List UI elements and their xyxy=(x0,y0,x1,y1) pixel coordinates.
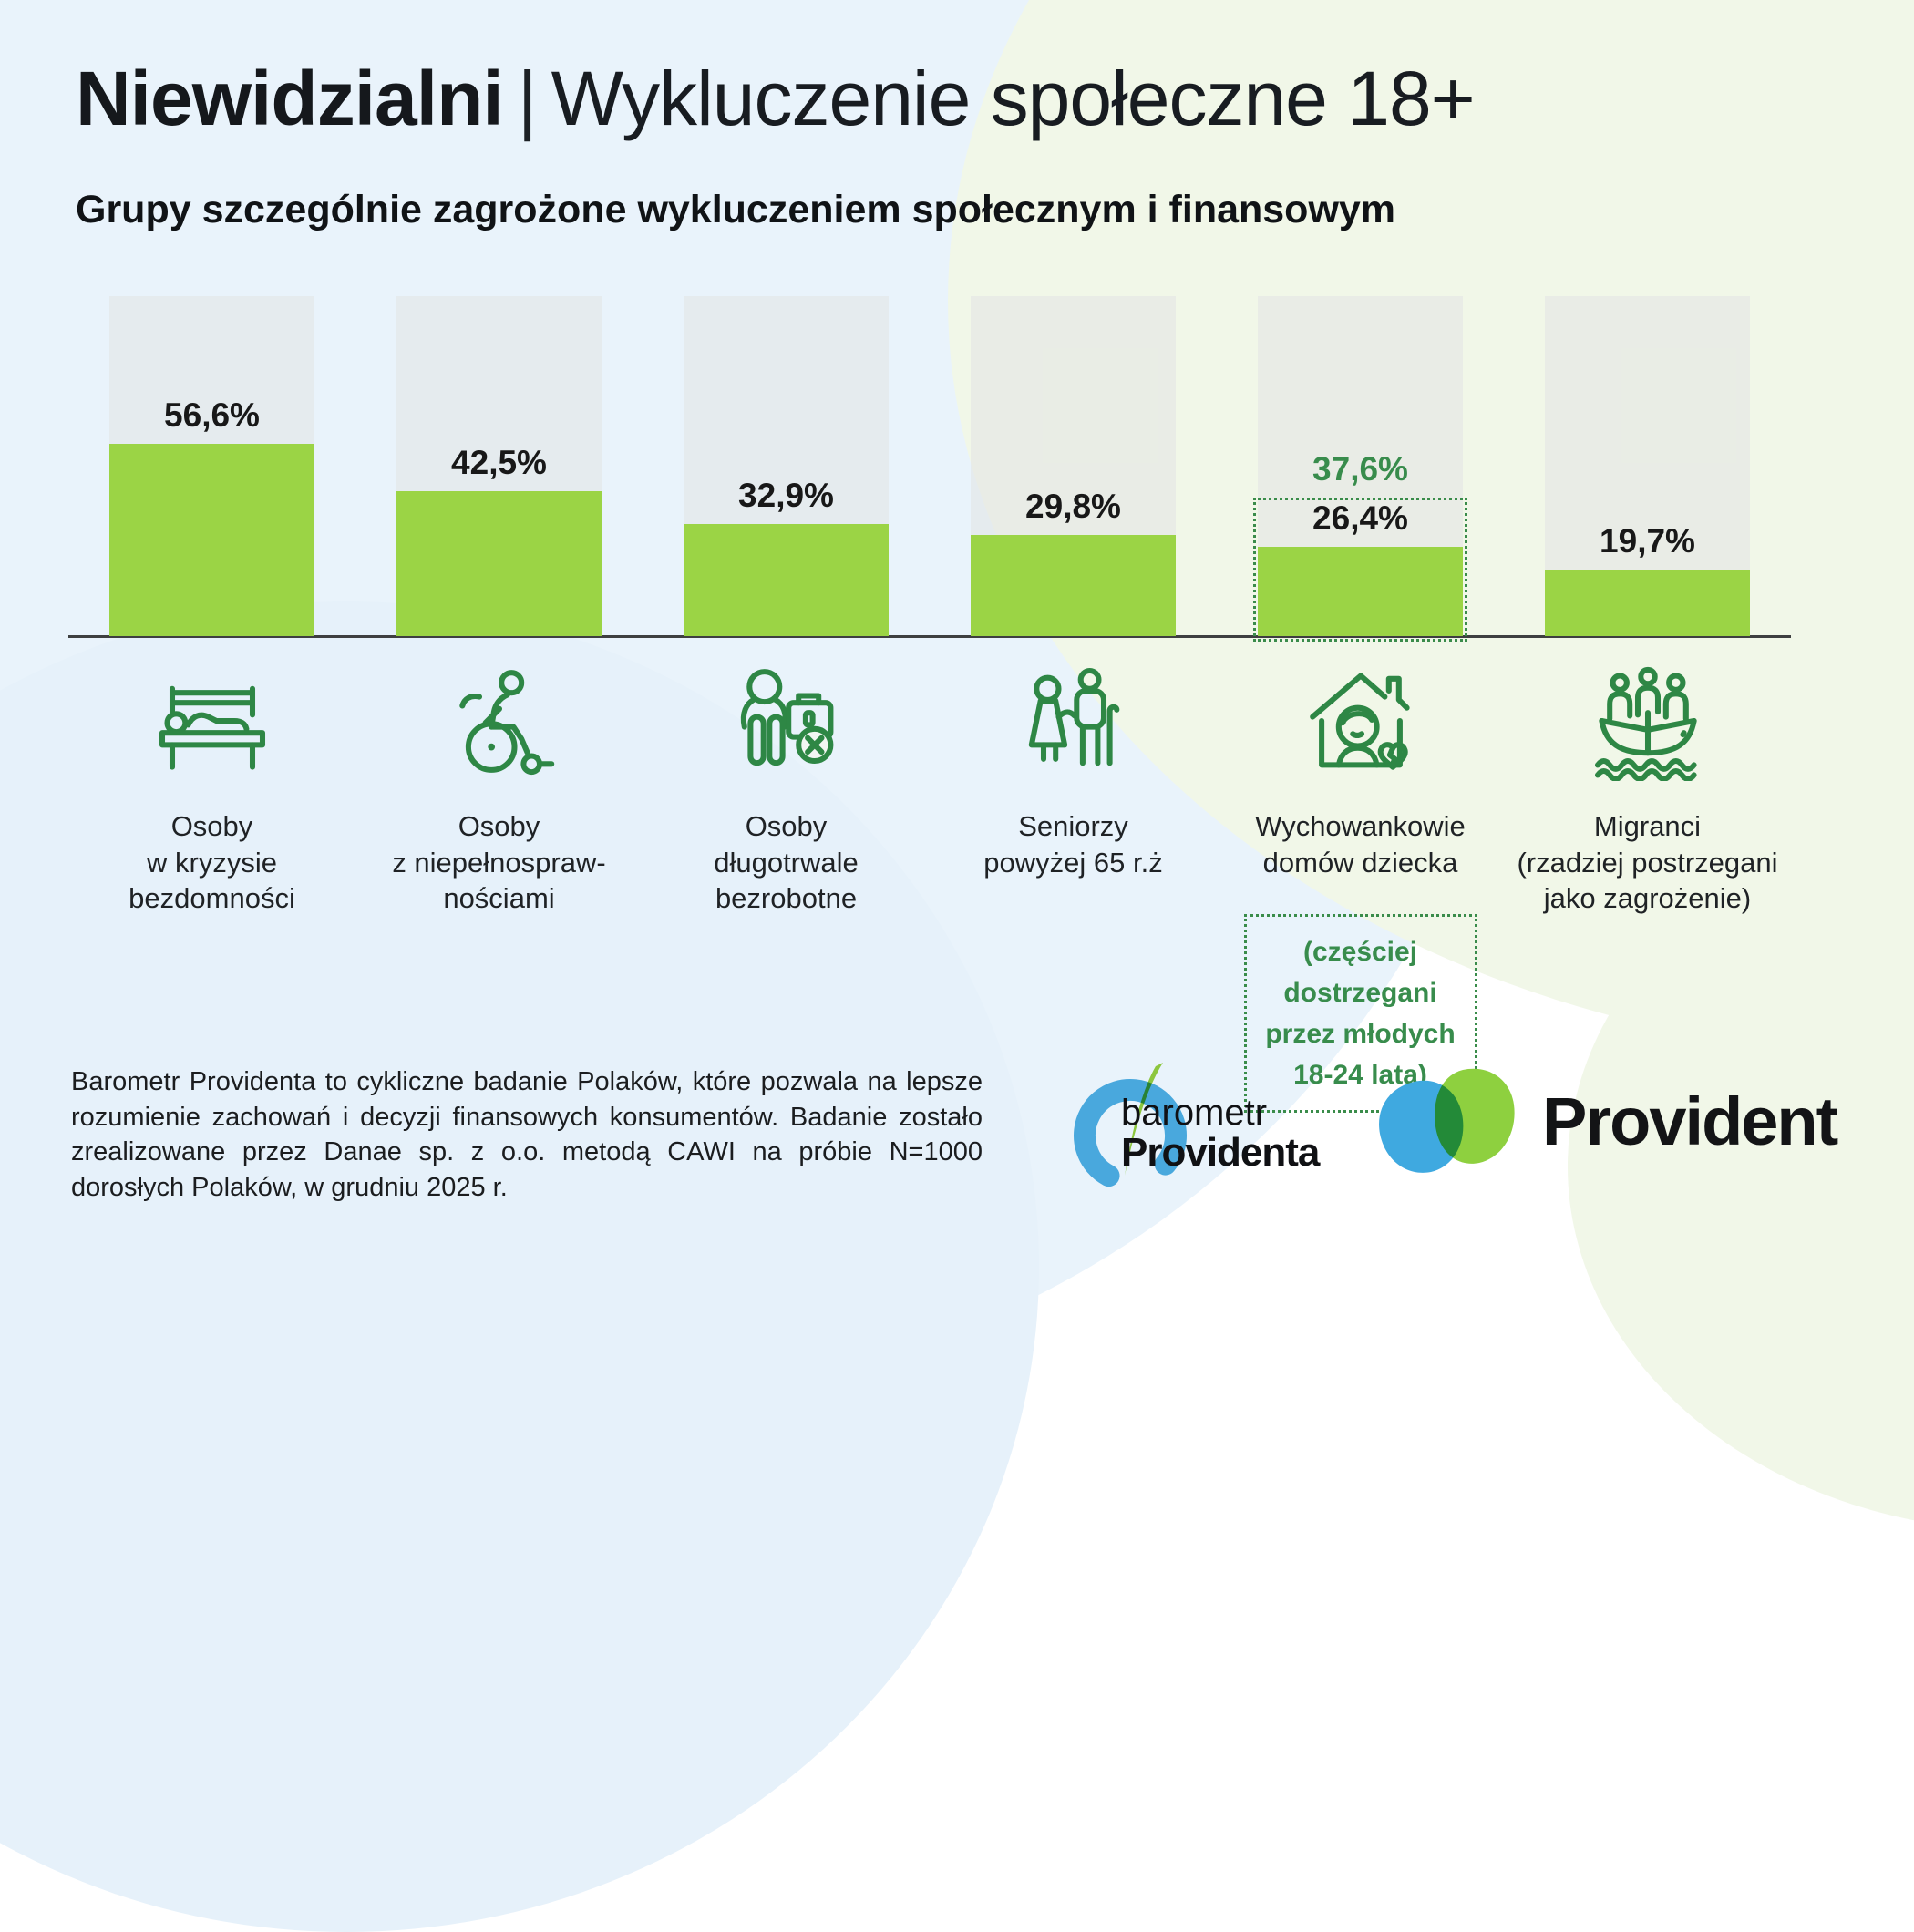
seniors-icon xyxy=(1028,667,1119,766)
category-label: Osoby z niepełnospraw- nościami xyxy=(335,808,664,917)
childrens-home-icon xyxy=(1309,673,1410,770)
bar-value-label: 56,6% xyxy=(164,396,260,434)
annotation-note-line: przez młodych xyxy=(1265,1019,1456,1049)
annotation-note: (częściej dostrzegani przez młodych 18-2… xyxy=(1243,914,1477,1113)
bar-disabilities xyxy=(396,491,602,636)
category-label: Osoby długotrwale bezrobotne xyxy=(623,808,951,917)
chart-column-disabilities: 42,5% Osoby z niepełnospraw- nościami xyxy=(392,296,606,914)
provident-blobs-icon xyxy=(1379,1068,1515,1173)
page-title-rest: Wykluczenie społeczne 18+ xyxy=(551,56,1476,141)
barometr-logo-text: barometr Providenta xyxy=(1121,1093,1320,1175)
chart-column-seniors: 29,8% Seniorzy powyżej 65 r.ż xyxy=(971,296,1176,879)
category-label: Osoby w kryzysie bezdomności xyxy=(48,808,376,917)
bar-annotation-outline xyxy=(1253,498,1467,642)
category-line: długotrwale xyxy=(714,846,859,879)
category-line: Wychowankowie xyxy=(1255,810,1466,842)
category-line: domów dziecka xyxy=(1262,846,1458,879)
category-line: w kryzysie xyxy=(147,846,277,879)
bar-chart: 56,6% Osoby w kryzysie bezdomności 42,5% xyxy=(68,296,1791,1135)
category-line: Seniorzy xyxy=(1018,810,1128,842)
category-label: Seniorzy powyżej 65 r.ż xyxy=(910,808,1238,880)
barometr-gauge-icon xyxy=(1074,1063,1187,1192)
category-line: powyżej 65 r.ż xyxy=(983,846,1163,879)
chart-title: Grupy szczególnie zagrożone wykluczeniem… xyxy=(76,188,1396,231)
page-title: Niewidzialni | Wykluczenie społeczne 18+ xyxy=(76,55,1476,143)
title-separator: | xyxy=(517,56,538,141)
bar-value-label: 19,7% xyxy=(1600,522,1695,560)
x-axis-line xyxy=(68,635,1791,638)
barometr-logo-line2: Providenta xyxy=(1121,1130,1320,1175)
category-line: (rzadziej postrzegani xyxy=(1517,846,1778,879)
provident-wordmark: Provident xyxy=(1542,1084,1838,1159)
bar-childrens-home xyxy=(1258,547,1463,636)
bar-annotation-label: 37,6% xyxy=(1312,450,1408,488)
category-line: nościami xyxy=(443,882,555,915)
bar-value-label: 26,4% xyxy=(1312,499,1408,537)
unemployed-briefcase-icon xyxy=(740,669,833,766)
methodology-footnote: Barometr Providenta to cykliczne badanie… xyxy=(71,1067,983,1202)
category-line: z niepełnospraw- xyxy=(392,846,606,879)
category-line: Osoby xyxy=(458,810,540,842)
annotation-note-line: dostrzegani xyxy=(1283,978,1437,1008)
bar-value-label: 42,5% xyxy=(451,444,547,481)
barometr-providenta-logo: barometr Providenta xyxy=(1068,1055,1378,1219)
category-label: Migranci (rzadziej postrzegani jako zagr… xyxy=(1484,808,1812,917)
wheelchair-icon xyxy=(458,670,554,776)
chart-column-unemployed: 32,9% Osoby długotrwale bezrobotne xyxy=(684,296,889,914)
provident-logo: Provident xyxy=(1369,1055,1879,1210)
bar-seniors xyxy=(971,535,1176,636)
bar-migrants xyxy=(1545,570,1750,636)
chart-column-homeless: 56,6% Osoby w kryzysie bezdomności xyxy=(109,296,314,914)
bar-unemployed xyxy=(684,524,889,636)
barometr-logo-line1: barometr xyxy=(1121,1093,1268,1133)
homeless-bench-icon xyxy=(159,685,265,770)
bar-value-label: 32,9% xyxy=(738,477,834,514)
annotation-note-line: (częściej xyxy=(1302,937,1418,967)
migrants-boat-icon xyxy=(1594,666,1697,781)
chart-column-childrens-home: 37,6% 26,4% Wychowankowie domów dziecka … xyxy=(1243,296,1477,1113)
chart-column-migrants: 19,7% Migranci (rzadziej postrzegani jak… xyxy=(1517,296,1778,914)
category-line: bezdomności xyxy=(129,882,295,915)
category-line: bezrobotne xyxy=(715,882,858,915)
category-line: Osoby xyxy=(745,810,828,842)
category-line: jako zagrożenie) xyxy=(1543,882,1752,915)
bar-value-label: 29,8% xyxy=(1025,488,1121,525)
bar-homeless xyxy=(109,444,314,636)
page-title-highlight: Niewidzialni xyxy=(76,56,504,141)
category-line: Osoby xyxy=(170,810,253,842)
category-line: Migranci xyxy=(1593,810,1702,842)
category-label: Wychowankowie domów dziecka xyxy=(1197,808,1525,880)
